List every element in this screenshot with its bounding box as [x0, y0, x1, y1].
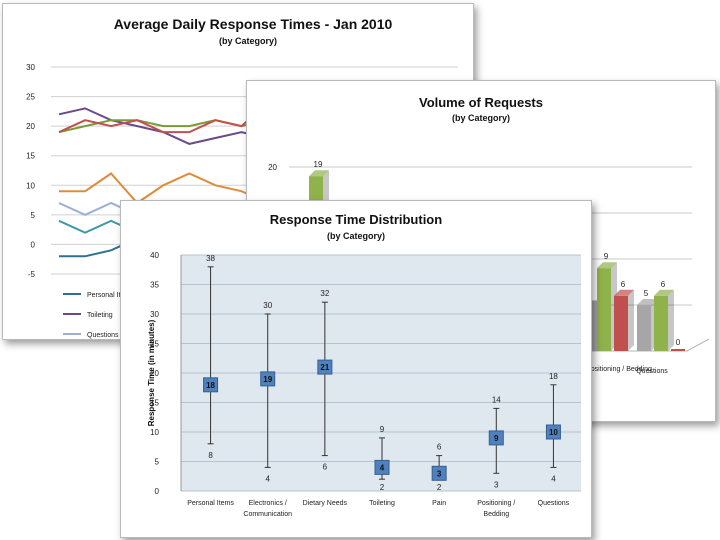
legend-label: Questions	[87, 332, 119, 339]
average-label: 19	[263, 375, 272, 384]
y-tick-label: 10	[26, 181, 35, 190]
y-tick-label: 15	[26, 152, 35, 161]
bar-top	[309, 170, 329, 177]
x-category-label: Electronics /	[249, 500, 287, 507]
bar	[637, 305, 651, 351]
bar-side	[668, 289, 674, 351]
min-label: 4	[551, 474, 556, 483]
y-tick-label: 20	[268, 163, 277, 172]
y-tick-label: 20	[150, 369, 159, 378]
y-tick-label: 5	[155, 458, 160, 467]
bar-side	[628, 289, 634, 351]
average-label: 3	[437, 469, 442, 478]
chart-title: Response Time Distribution	[270, 212, 442, 227]
average-marker	[260, 371, 276, 387]
x-category-label: Questions	[538, 500, 570, 507]
y-tick-label: 25	[26, 93, 35, 102]
bar-top	[654, 289, 674, 296]
x-category-label: Bedding	[483, 511, 509, 518]
bar-top	[597, 262, 617, 269]
y-tick-label: 30	[150, 310, 159, 319]
y-tick-label: 5	[31, 211, 36, 220]
chart-subtitle: (by Category)	[219, 36, 277, 46]
bar-value-label: 6	[661, 280, 666, 289]
y-tick-label: -5	[28, 270, 36, 279]
legend-label: Personal Items	[87, 292, 134, 299]
bar-value-label: 19	[314, 160, 323, 169]
average-label: 4	[380, 463, 385, 472]
average-marker	[488, 430, 504, 446]
bar-value-label: 0	[676, 338, 681, 347]
min-label: 6	[323, 463, 328, 472]
min-label: 3	[494, 480, 499, 489]
average-marker	[374, 459, 390, 475]
average-marker	[317, 359, 333, 375]
x-category-label: Positioning /	[477, 500, 515, 507]
chart-title: Average Daily Response Times - Jan 2010	[114, 16, 393, 32]
max-label: 6	[437, 443, 442, 452]
bar-value-label: 6	[621, 280, 626, 289]
chart-subtitle: (by Category)	[452, 113, 510, 123]
y-tick-label: 25	[150, 340, 159, 349]
y-tick-label: 35	[150, 281, 159, 290]
y-tick-label: 30	[26, 63, 35, 72]
y-axis-label: Response Time (in minutes)	[147, 319, 156, 426]
distribution-chart: Response Time Distribution (by Category) 0…	[147, 212, 581, 518]
average-marker	[545, 424, 561, 440]
min-label: 2	[437, 483, 442, 492]
x-category-label: Personal Items	[187, 500, 234, 507]
bar-value-label: 9	[604, 252, 609, 261]
max-label: 18	[549, 372, 558, 381]
y-tick-label: 0	[155, 487, 160, 496]
bar-value-label: 5	[644, 289, 649, 298]
bar-top	[637, 299, 657, 305]
y-tick-label: 20	[26, 122, 35, 131]
min-label: 8	[208, 451, 213, 460]
average-label: 18	[206, 381, 215, 390]
bar	[671, 349, 685, 351]
x-category-label: Questions	[636, 368, 668, 375]
x-category-label: Toileting	[369, 500, 395, 507]
y-tick-label: 40	[150, 251, 159, 260]
bar	[597, 268, 611, 351]
chart-subtitle: (by Category)	[327, 231, 385, 241]
max-label: 32	[320, 289, 329, 298]
chart-title: Volume of Requests	[419, 95, 543, 110]
max-label: 9	[380, 425, 385, 434]
bar	[614, 295, 628, 351]
average-marker	[203, 377, 219, 393]
max-label: 14	[492, 395, 501, 404]
bar	[654, 295, 668, 351]
max-label: 30	[263, 301, 272, 310]
y-tick-label: 10	[150, 428, 159, 437]
x-category-label: Pain	[432, 500, 446, 507]
y-tick-label: 0	[31, 240, 36, 249]
average-label: 10	[549, 428, 558, 437]
x-category-label: Positioning / Bedding	[586, 366, 652, 373]
legend-label: Toileting	[87, 312, 113, 319]
min-label: 2	[380, 483, 385, 492]
bar-top	[614, 289, 634, 296]
x-category-label: Dietary Needs	[303, 500, 348, 507]
average-label: 21	[320, 363, 329, 372]
distribution-chart-panel: Response Time Distribution (by Category) 0…	[120, 200, 592, 538]
min-label: 4	[265, 474, 270, 483]
x-category-label: Communication	[243, 511, 292, 518]
average-marker	[431, 465, 447, 481]
y-tick-label: 15	[150, 399, 159, 408]
max-label: 38	[206, 254, 215, 263]
average-label: 9	[494, 434, 499, 443]
